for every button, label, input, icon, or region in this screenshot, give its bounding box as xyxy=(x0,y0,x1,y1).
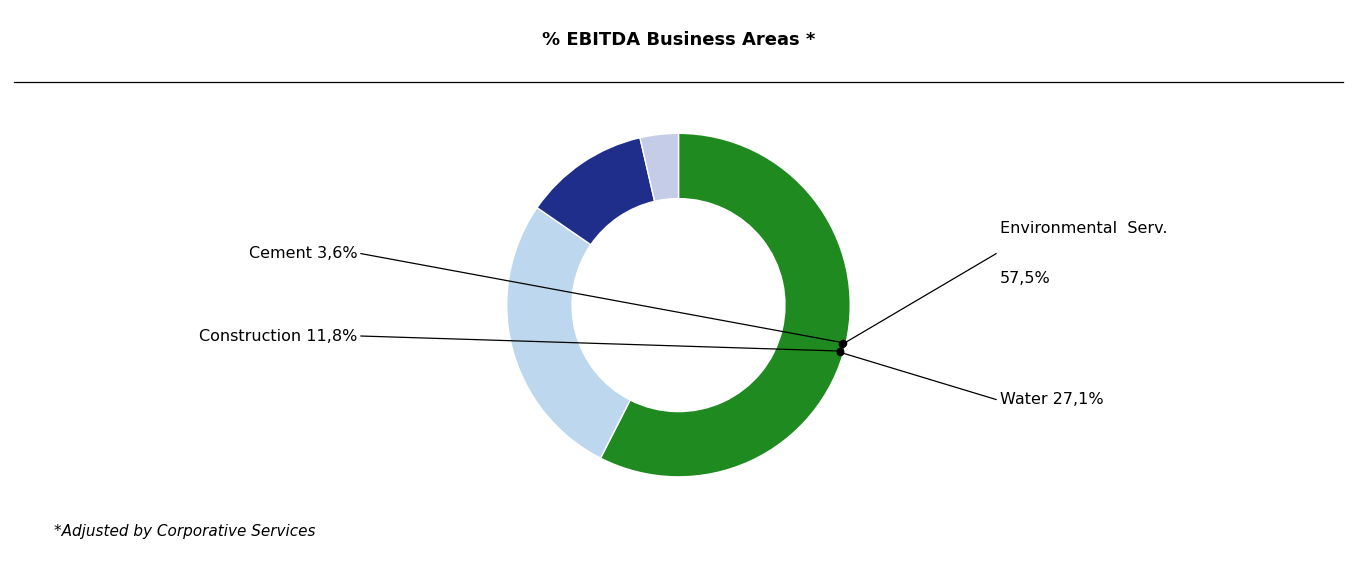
Wedge shape xyxy=(601,133,851,477)
Text: *Adjusted by Corporative Services: *Adjusted by Corporative Services xyxy=(54,524,316,538)
Wedge shape xyxy=(537,138,654,245)
Text: 57,5%: 57,5% xyxy=(1000,271,1050,286)
Wedge shape xyxy=(506,208,630,458)
Text: Water 27,1%: Water 27,1% xyxy=(1000,392,1103,407)
Text: Environmental  Serv.: Environmental Serv. xyxy=(1000,221,1167,236)
Wedge shape xyxy=(641,133,678,201)
Text: Construction 11,8%: Construction 11,8% xyxy=(199,328,357,344)
Text: % EBITDA Business Areas *: % EBITDA Business Areas * xyxy=(541,31,816,49)
Text: Cement 3,6%: Cement 3,6% xyxy=(248,246,357,261)
